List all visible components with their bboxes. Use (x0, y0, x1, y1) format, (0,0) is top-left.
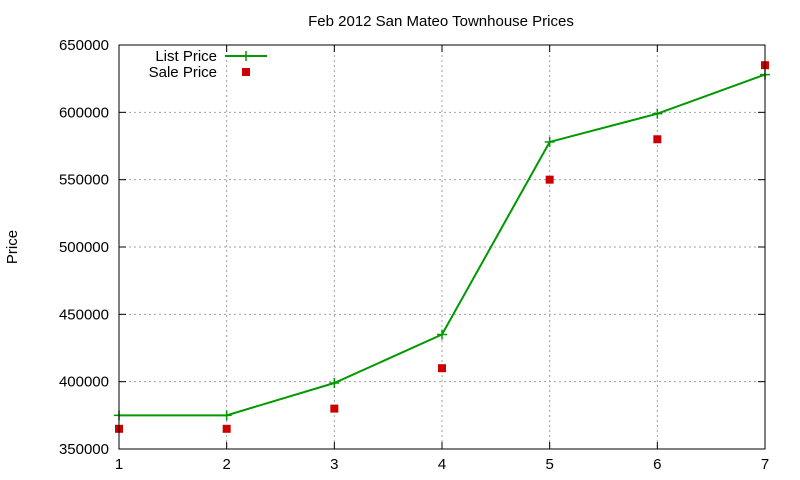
legend-marker (241, 51, 251, 61)
data-point (221, 410, 232, 421)
legend-label: Sale Price (149, 64, 217, 81)
chart-title: Feb 2012 San Mateo Townhouse Prices (308, 13, 574, 30)
x-tick-label: 4 (438, 456, 446, 473)
x-tick-label: 6 (653, 456, 661, 473)
x-tick-label: 2 (222, 456, 230, 473)
tick-layer: 1 2 3 4 5 6 7 350000 400000 450000 500000 550000 600… (59, 37, 769, 473)
y-tick-label: 500000 (59, 239, 109, 256)
data-point (653, 135, 662, 144)
legend-label: List Price (155, 48, 217, 65)
x-tick-label: 3 (330, 456, 338, 473)
data-point (545, 175, 554, 184)
plot-frame (118, 44, 766, 450)
data-point (652, 108, 663, 119)
x-tick-label: 1 (115, 456, 123, 473)
grid-layer (119, 45, 765, 449)
y-tick-label: 550000 (59, 172, 109, 189)
data-point (330, 404, 339, 413)
y-tick-label: 400000 (59, 374, 109, 391)
legend-marker (242, 68, 250, 76)
data-point (437, 329, 447, 340)
y-tick-label: 650000 (59, 37, 109, 54)
data-point (544, 136, 555, 147)
legend-item: List Price (155, 48, 267, 65)
y-tick-label: 350000 (59, 441, 109, 458)
data-point (438, 364, 446, 373)
y-tick-label: 450000 (59, 306, 109, 323)
x-tick-label: 7 (761, 456, 769, 473)
y-axis-label: Price (4, 230, 21, 264)
data-point (329, 378, 340, 389)
y-tick-label: 600000 (59, 104, 109, 121)
x-tick-label: 5 (545, 456, 553, 473)
legend-item: Sale Price (149, 64, 250, 81)
data-point (222, 424, 231, 433)
